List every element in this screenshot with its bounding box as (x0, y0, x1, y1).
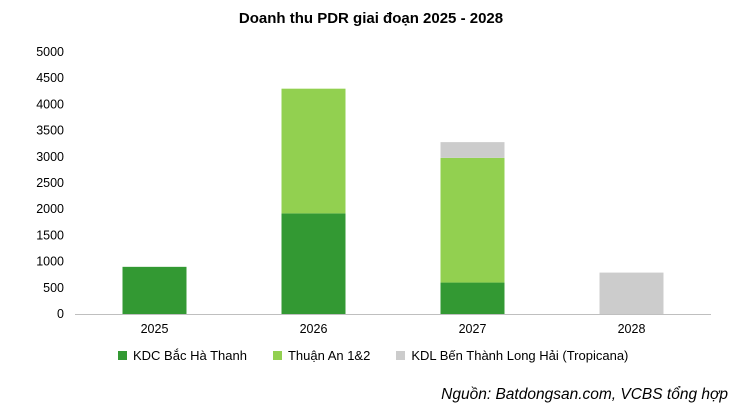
legend-swatch (118, 351, 127, 360)
x-tick-label: 2026 (300, 322, 328, 336)
source-note: Nguồn: Batdongsan.com, VCBS tổng hợp (441, 386, 728, 403)
legend-label: KDC Bắc Hà Thanh (133, 348, 247, 363)
y-axis-ticks: 0 500 1000 1500 2000 2500 3000 3500 4000 4500 5000 (36, 45, 64, 321)
y-tick-label: 2000 (36, 202, 64, 216)
bar-segment (281, 88, 346, 214)
bar-segment (440, 282, 505, 314)
chart-title: Doanh thu PDR giai đoạn 2025 - 2028 (238, 10, 504, 27)
bars (122, 88, 664, 314)
legend-swatch (272, 351, 282, 360)
y-tick-label: 4500 (36, 71, 64, 85)
y-tick-label: 1500 (36, 228, 64, 242)
x-tick-label: 2025 (141, 322, 169, 336)
legend-label: KDL Bến Thành Long Hải (Tropicana) (411, 348, 629, 363)
y-tick-label: 3500 (36, 124, 64, 138)
y-tick-label: 500 (43, 281, 64, 295)
bar-segment (281, 213, 346, 314)
legend-item-kdc-bac-ha-thanh: KDC Bắc Hà Thanh (118, 348, 247, 363)
x-tick-label: 2028 (618, 322, 646, 336)
y-tick-label: 4000 (36, 97, 64, 111)
legend-item-tropicana: KDL Bến Thành Long Hải (Tropicana) (396, 348, 628, 363)
bar-segment (122, 266, 187, 314)
y-tick-label: 3000 (36, 150, 64, 164)
legend-swatch (396, 351, 406, 360)
bar-segment (440, 142, 505, 158)
y-tick-label: 2500 (36, 176, 64, 190)
legend: KDC Bắc Hà Thanh Thuận An 1&2 KDL Bến Th… (118, 348, 628, 363)
bar-segment (599, 272, 664, 314)
y-tick-label: 0 (57, 307, 64, 321)
y-tick-label: 5000 (36, 45, 64, 59)
legend-item-thuan-an: Thuận An 1&2 (272, 348, 371, 363)
x-tick-label: 2027 (459, 322, 487, 336)
y-tick-label: 1000 (36, 255, 64, 269)
bar-segment (440, 157, 505, 283)
legend-label: Thuận An 1&2 (287, 348, 371, 363)
x-axis-ticks: 2025 2026 2027 2028 (141, 322, 646, 336)
